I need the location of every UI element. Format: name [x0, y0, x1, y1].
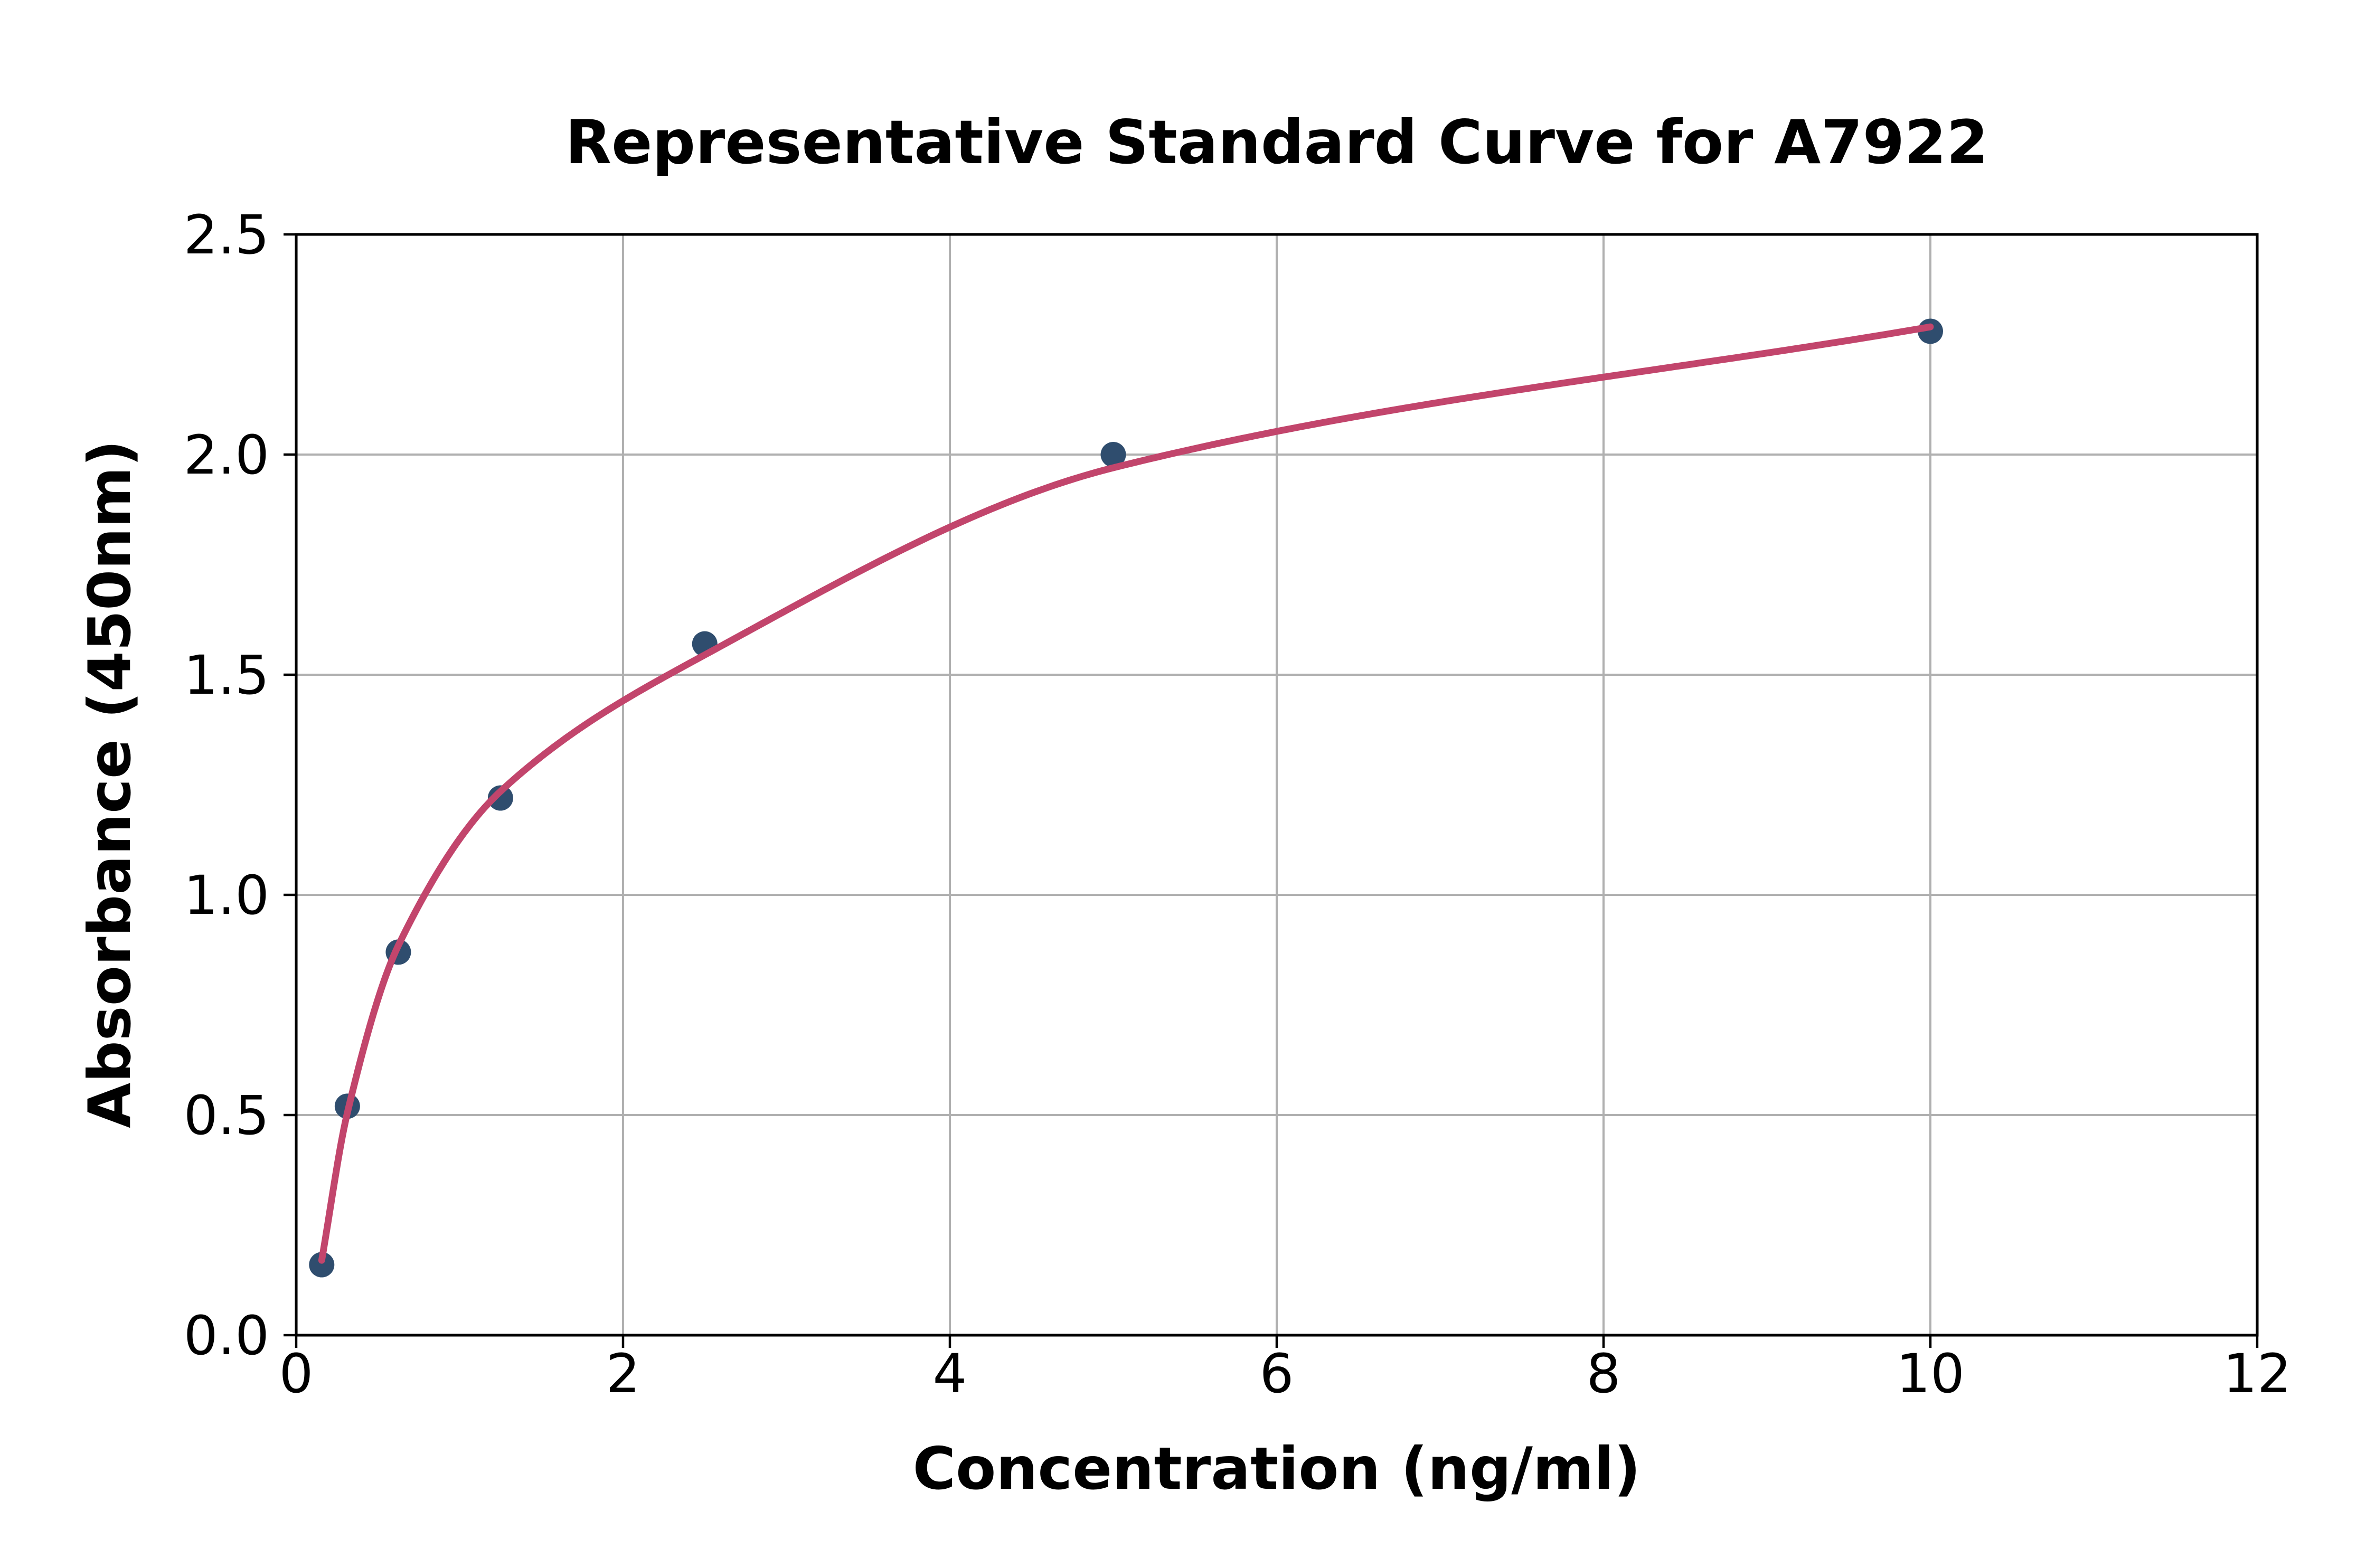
x-tick-label: 0	[279, 1343, 314, 1405]
y-tick-label: 2.0	[184, 424, 269, 487]
x-tick-labels-group: 0 2 4 6 8 10 12	[279, 1343, 2292, 1405]
x-tick-label: 8	[1587, 1343, 1621, 1405]
data-point-marker	[487, 785, 513, 811]
plot-series-group	[309, 318, 1943, 1278]
axis-ticks-group	[284, 233, 2259, 1348]
x-tick-label: 2	[606, 1343, 640, 1405]
x-tick-label: 10	[1896, 1343, 1965, 1405]
y-axis-label: Absorbance (450nm)	[76, 440, 144, 1128]
chart-title: Representative Standard Curve for A7922	[565, 107, 1988, 177]
y-tick-labels-group: 0.0 0.5 1.0 1.5 2.0 2.5	[184, 204, 269, 1367]
y-tick-label: 1.0	[184, 864, 269, 927]
x-tick-label: 6	[1260, 1343, 1294, 1405]
y-tick-label: 0.5	[184, 1084, 269, 1147]
y-tick-label: 1.5	[184, 644, 269, 707]
fit-curve-path	[318, 323, 1934, 1264]
x-axis-label: Concentration (ng/ml)	[913, 1435, 1641, 1503]
data-point-marker	[1100, 442, 1126, 467]
x-tick-label: 4	[933, 1343, 967, 1405]
y-tick-label: 0.0	[184, 1305, 269, 1367]
x-tick-label: 12	[2223, 1343, 2292, 1405]
y-tick-label: 2.5	[184, 204, 269, 267]
data-point-marker	[309, 1252, 335, 1278]
